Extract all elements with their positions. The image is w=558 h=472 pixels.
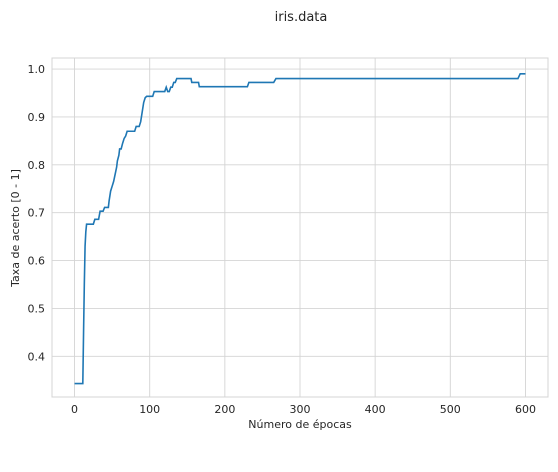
- y-tick-label: 0.9: [28, 111, 46, 124]
- x-tick-label: 300: [290, 403, 311, 416]
- chart-title: iris.data: [275, 10, 328, 25]
- x-tick-label: 0: [71, 403, 78, 416]
- tick-labels: 0 100 200 300 400 500 600 0.4 0.5 0.6 0.7 0.8 0.9 1.0: [28, 63, 536, 416]
- series-layer: [74, 73, 526, 385]
- y-tick-label: 0.7: [28, 207, 46, 220]
- y-tick-label: 0.6: [28, 255, 46, 268]
- plot-frame: [51, 57, 549, 398]
- x-axis-label: Número de épocas: [248, 418, 352, 431]
- y-tick-label: 1.0: [28, 63, 46, 76]
- y-tick-label: 0.5: [28, 302, 46, 315]
- x-tick-label: 200: [214, 403, 235, 416]
- x-tick-label: 100: [139, 403, 160, 416]
- y-axis-label: Taxa de acerto [0 - 1]: [9, 169, 22, 288]
- grid-lines: [52, 58, 548, 397]
- x-tick-label: 500: [440, 403, 461, 416]
- x-tick-label: 600: [515, 403, 536, 416]
- y-tick-label: 0.8: [28, 159, 46, 172]
- series-line-0: [74, 73, 526, 385]
- y-tick-label: 0.4: [28, 350, 46, 363]
- x-tick-label: 400: [365, 403, 386, 416]
